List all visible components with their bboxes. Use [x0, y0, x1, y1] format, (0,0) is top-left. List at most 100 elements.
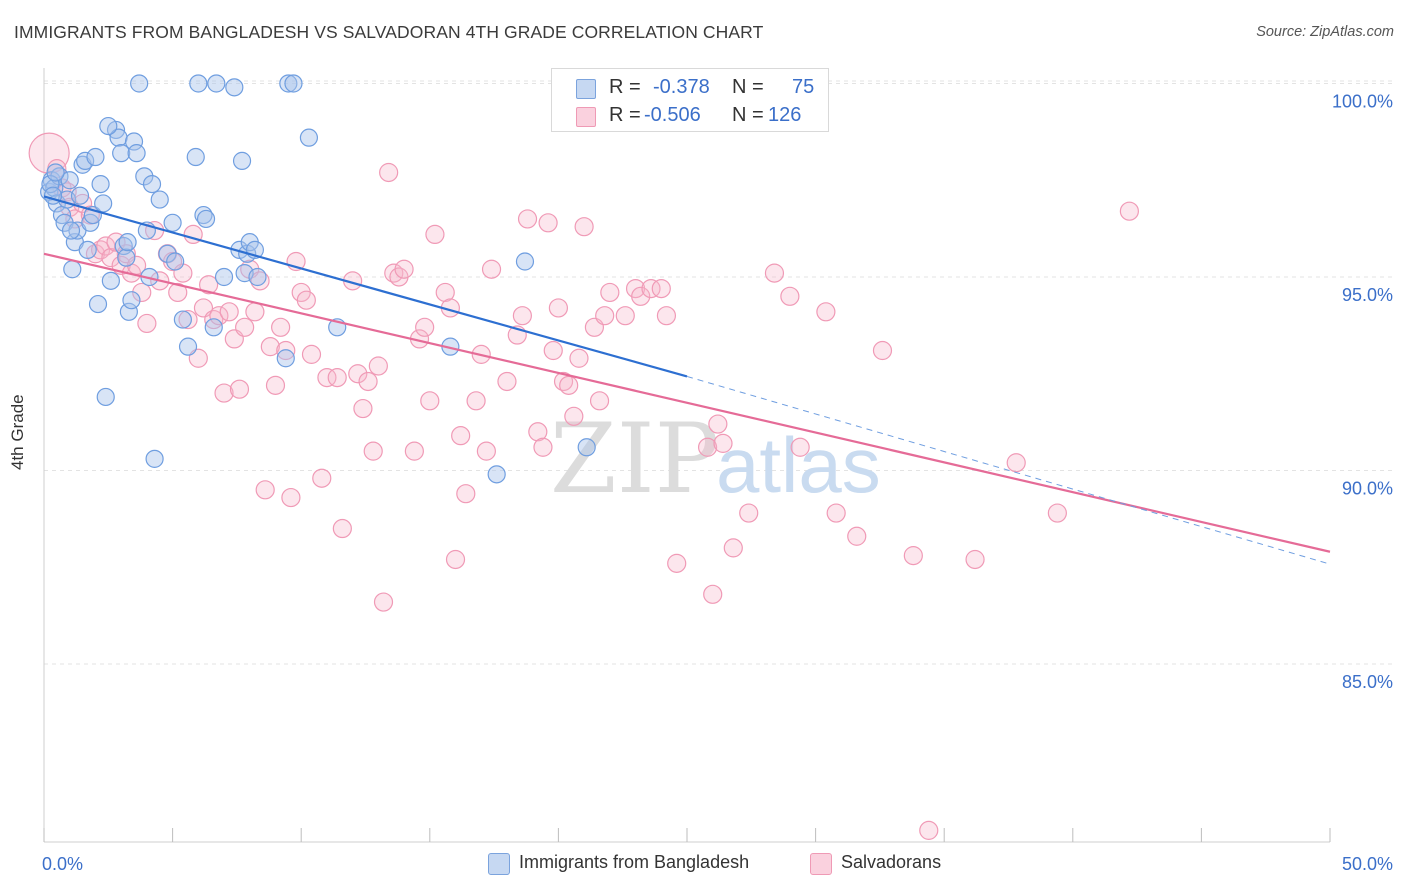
data-point-salvadorans — [466, 391, 486, 411]
trend-line-bangladesh — [43, 195, 688, 378]
data-point-bangladesh — [214, 267, 234, 287]
data-point-salvadorans — [497, 371, 517, 392]
legend-swatch-bangladesh — [488, 853, 510, 875]
data-point-salvadorans — [615, 306, 635, 326]
bangladesh-points — [40, 74, 596, 484]
x-tick-label: 0.0% — [42, 854, 83, 874]
data-point-salvadorans — [512, 306, 532, 326]
source-label: Source: ZipAtlas.com — [1256, 24, 1394, 40]
legend-label-salvadorans: Salvadorans — [841, 852, 942, 872]
data-point-salvadorans — [353, 398, 373, 419]
data-point-salvadorans — [528, 422, 548, 442]
data-point-bangladesh — [124, 132, 144, 151]
data-point-bangladesh — [150, 190, 169, 209]
data-point-salvadorans — [600, 282, 620, 303]
data-point-salvadorans — [790, 437, 810, 457]
data-point-salvadorans — [708, 414, 728, 434]
data-point-salvadorans — [271, 317, 291, 337]
data-point-bangladesh — [122, 291, 141, 310]
legend-n-label: N = — [732, 76, 764, 98]
data-point-salvadorans — [656, 306, 677, 326]
data-point-salvadorans — [168, 282, 188, 303]
data-point-bangladesh — [248, 267, 267, 287]
trend-line-bangladesh-extrapolated — [686, 375, 1331, 565]
data-point-salvadorans — [569, 348, 589, 368]
data-point-salvadorans — [481, 259, 502, 279]
data-point-salvadorans — [564, 406, 584, 426]
data-point-salvadorans — [373, 592, 394, 612]
data-point-salvadorans — [667, 553, 687, 573]
data-point-salvadorans — [260, 337, 280, 357]
data-point-bangladesh — [127, 144, 146, 163]
legend-n-value: 75 — [792, 76, 815, 98]
data-point-bangladesh — [88, 294, 108, 314]
data-point-salvadorans — [589, 391, 610, 411]
data-point-bangladesh — [60, 171, 79, 190]
data-point-salvadorans — [348, 364, 368, 384]
data-point-salvadorans — [553, 371, 574, 392]
data-point-salvadorans — [435, 282, 455, 303]
data-point-bangladesh — [145, 449, 164, 468]
data-point-salvadorans — [697, 437, 718, 457]
data-point-salvadorans — [425, 224, 445, 245]
data-point-salvadorans — [204, 309, 224, 330]
data-point-bangladesh — [41, 175, 60, 194]
data-point-bangladesh — [577, 438, 596, 457]
data-point-bangladesh — [86, 147, 105, 167]
data-point-bangladesh — [112, 144, 131, 163]
data-point-bangladesh — [119, 302, 138, 321]
data-point-bangladesh — [207, 74, 226, 93]
data-point-bangladesh — [284, 74, 303, 93]
y-axis-label: 4th Grade — [8, 394, 27, 470]
legend-row-bangladesh: R = -0.378 N = 75 — [552, 73, 828, 101]
data-point-salvadorans — [199, 275, 219, 295]
data-point-bangladesh — [76, 151, 95, 170]
data-point-salvadorans — [872, 340, 893, 361]
trend-lines — [43, 195, 1331, 565]
data-point-salvadorans — [847, 526, 867, 546]
legend-n-value: 126 — [768, 104, 802, 126]
data-point-salvadorans — [548, 298, 569, 318]
data-point-salvadorans — [363, 441, 383, 461]
salvadorans-points — [28, 132, 1139, 840]
watermark-zip: ZIP — [550, 403, 719, 515]
y-tick-label: 95.0% — [1342, 285, 1393, 305]
data-point-salvadorans — [255, 480, 275, 500]
data-point-bangladesh — [166, 252, 185, 271]
data-point-bangladesh — [189, 74, 208, 93]
data-point-salvadorans — [651, 278, 671, 299]
data-point-salvadorans — [965, 549, 985, 570]
data-point-bangladesh — [101, 271, 120, 290]
data-point-bangladesh — [135, 167, 154, 186]
data-point-bangladesh — [163, 213, 182, 232]
data-point-bangladesh — [118, 233, 137, 252]
trend-line-salvadorans — [43, 252, 1331, 553]
data-point-bangladesh — [158, 244, 177, 263]
data-point-bangladesh — [279, 74, 298, 93]
data-point-salvadorans — [245, 302, 265, 322]
data-point-bangladesh — [196, 209, 216, 229]
legend-r-label: R = — [609, 104, 641, 126]
data-point-bangladesh — [487, 465, 506, 484]
x-tick-labels: 0.0% 50.0% — [42, 854, 1393, 874]
data-point-salvadorans — [327, 368, 347, 388]
data-point-bangladesh — [96, 387, 115, 407]
data-point-salvadorans — [101, 248, 121, 268]
y-tick-label: 100.0% — [1332, 91, 1393, 111]
y-tick-labels: 100.0% 95.0% 90.0% 85.0% — [1332, 91, 1393, 692]
data-point-bangladesh — [46, 163, 65, 182]
data-point-bangladesh — [232, 151, 252, 170]
data-point-bangladesh — [225, 78, 244, 97]
data-point-salvadorans — [415, 317, 435, 337]
data-point-salvadorans — [1047, 503, 1067, 523]
data-point-salvadorans — [265, 375, 286, 395]
chart-title: IMMIGRANTS FROM BANGLADESH VS SALVADORAN… — [14, 22, 764, 42]
y-tick-label: 85.0% — [1342, 672, 1393, 692]
data-point-bangladesh — [204, 318, 223, 337]
data-point-salvadorans — [641, 278, 661, 299]
data-point-salvadorans — [317, 368, 337, 388]
correlation-legend: R = -0.378 N = 75 R = -0.506 N = 126 — [551, 68, 829, 132]
data-point-salvadorans — [132, 282, 152, 303]
data-point-bangladesh — [178, 337, 198, 356]
data-point-salvadorans — [235, 317, 255, 337]
